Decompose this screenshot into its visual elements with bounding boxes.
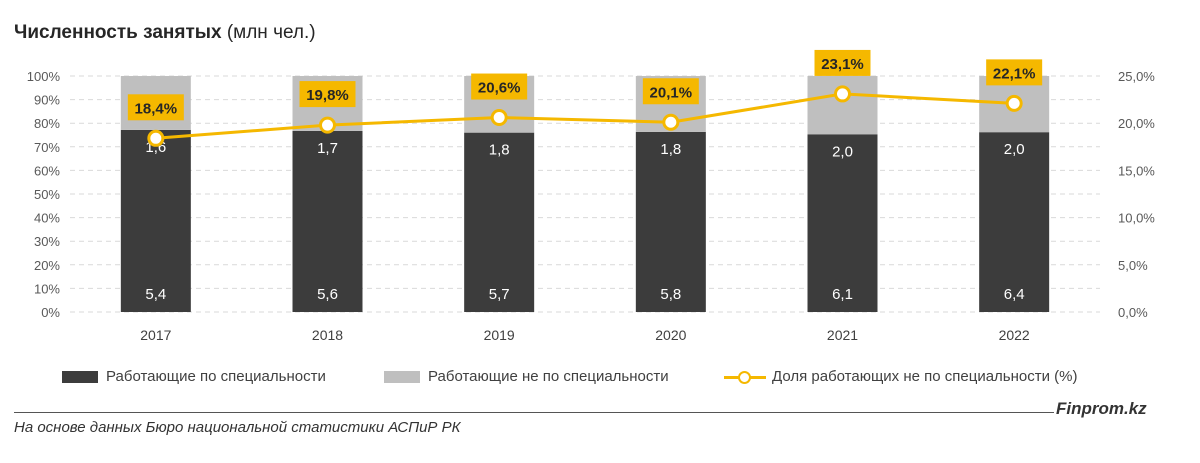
bar-label-specialty: 5,6 <box>317 286 338 303</box>
chart-title-unit: (млн чел.) <box>221 22 316 43</box>
bar-label-non-specialty: 2,0 <box>1004 141 1025 158</box>
legend-swatch-non-specialty <box>384 370 420 383</box>
legend-swatch-share <box>724 370 766 384</box>
legend-swatch-specialty <box>62 370 98 383</box>
line-label-box <box>814 49 871 76</box>
x-tick-label: 2021 <box>827 327 858 343</box>
line-point-share <box>319 116 336 134</box>
x-tick-label: 2017 <box>140 327 171 343</box>
line-label-share: 22,1% <box>993 65 1036 82</box>
line-point-share <box>1005 94 1023 112</box>
bar-specialty <box>807 134 878 312</box>
line-point-share <box>147 129 165 147</box>
bar-label-specialty: 6,1 <box>832 286 853 303</box>
line-label-box <box>471 73 528 100</box>
y-left-tick-label: 80% <box>34 116 60 131</box>
line-share <box>155 92 1015 140</box>
bar-specialty <box>979 132 1050 312</box>
legend-item-specialty: Работающие по специальности <box>62 368 326 385</box>
y-right-tick-label: 0,0% <box>1118 305 1148 320</box>
line-label-box <box>986 59 1043 86</box>
y-left-tick-label: 60% <box>34 163 60 178</box>
bar-non-specialty <box>807 76 878 135</box>
line-point-share <box>834 85 851 103</box>
x-tick-label: 2018 <box>312 327 343 343</box>
y-left-tick-label: 30% <box>34 234 60 249</box>
legend-item-share: Доля работающих не по специальности (%) <box>724 368 1078 385</box>
bar-label-specialty: 5,7 <box>489 286 510 303</box>
legend-label-non-specialty: Работающие не по специальности <box>428 368 669 385</box>
y-right-tick-label: 10,0% <box>1118 211 1155 226</box>
y-left-tick-label: 100% <box>27 69 61 84</box>
bar-label-specialty: 6,4 <box>1004 286 1025 303</box>
bar-label-non-specialty: 2,0 <box>832 143 853 160</box>
line-label-box <box>127 94 184 121</box>
legend-label-share: Доля работающих не по специальности (%) <box>772 368 1078 385</box>
y-left-tick-label: 90% <box>34 93 60 108</box>
line-label-share: 20,1% <box>650 84 693 101</box>
legend-label-specialty: Работающие по специальности <box>106 368 326 385</box>
y-right-tick-label: 25,0% <box>1118 69 1155 84</box>
chart-title: Численность занятых (млн чел.) <box>14 22 316 44</box>
footer-divider <box>14 412 1054 413</box>
bar-label-non-specialty: 1,7 <box>317 140 338 157</box>
line-label-box <box>299 81 356 108</box>
line-label-box <box>642 78 699 105</box>
bar-label-non-specialty: 1,8 <box>660 141 681 158</box>
legend: Работающие по специальности Работающие н… <box>0 368 1200 392</box>
y-right-tick-label: 15,0% <box>1118 163 1155 178</box>
y-right-tick-label: 5,0% <box>1118 258 1148 273</box>
y-left-tick-label: 50% <box>34 187 60 202</box>
bar-label-non-specialty: 1,8 <box>489 142 510 159</box>
legend-item-non-specialty: Работающие не по специальности <box>384 368 669 385</box>
y-left-tick-label: 40% <box>34 211 60 226</box>
bar-label-specialty: 5,8 <box>660 286 681 303</box>
y-left-tick-label: 10% <box>34 281 60 296</box>
y-left-tick-label: 0% <box>41 305 60 320</box>
line-label-share: 23,1% <box>821 56 864 73</box>
y-right-tick-label: 20,0% <box>1118 116 1155 131</box>
bar-specialty <box>635 131 706 312</box>
line-point-share <box>662 113 680 131</box>
line-label-share: 19,8% <box>306 87 349 104</box>
source-note: На основе данных Бюро национальной стати… <box>14 419 461 436</box>
line-label-share: 20,6% <box>478 80 521 97</box>
brand-logo-text: Finprom.kz <box>1056 399 1147 418</box>
bar-label-specialty: 5,4 <box>145 286 166 303</box>
y-left-tick-label: 20% <box>34 258 60 273</box>
x-tick-label: 2022 <box>999 327 1030 343</box>
x-tick-label: 2020 <box>655 327 686 343</box>
bar-specialty <box>292 130 363 312</box>
x-tick-label: 2019 <box>484 327 515 343</box>
line-point-share <box>490 109 508 127</box>
line-label-share: 18,4% <box>135 100 178 117</box>
y-left-tick-label: 70% <box>34 140 60 155</box>
bar-specialty <box>464 132 535 312</box>
chart-title-bold: Численность занятых <box>14 22 222 43</box>
bar-specialty <box>120 129 191 312</box>
